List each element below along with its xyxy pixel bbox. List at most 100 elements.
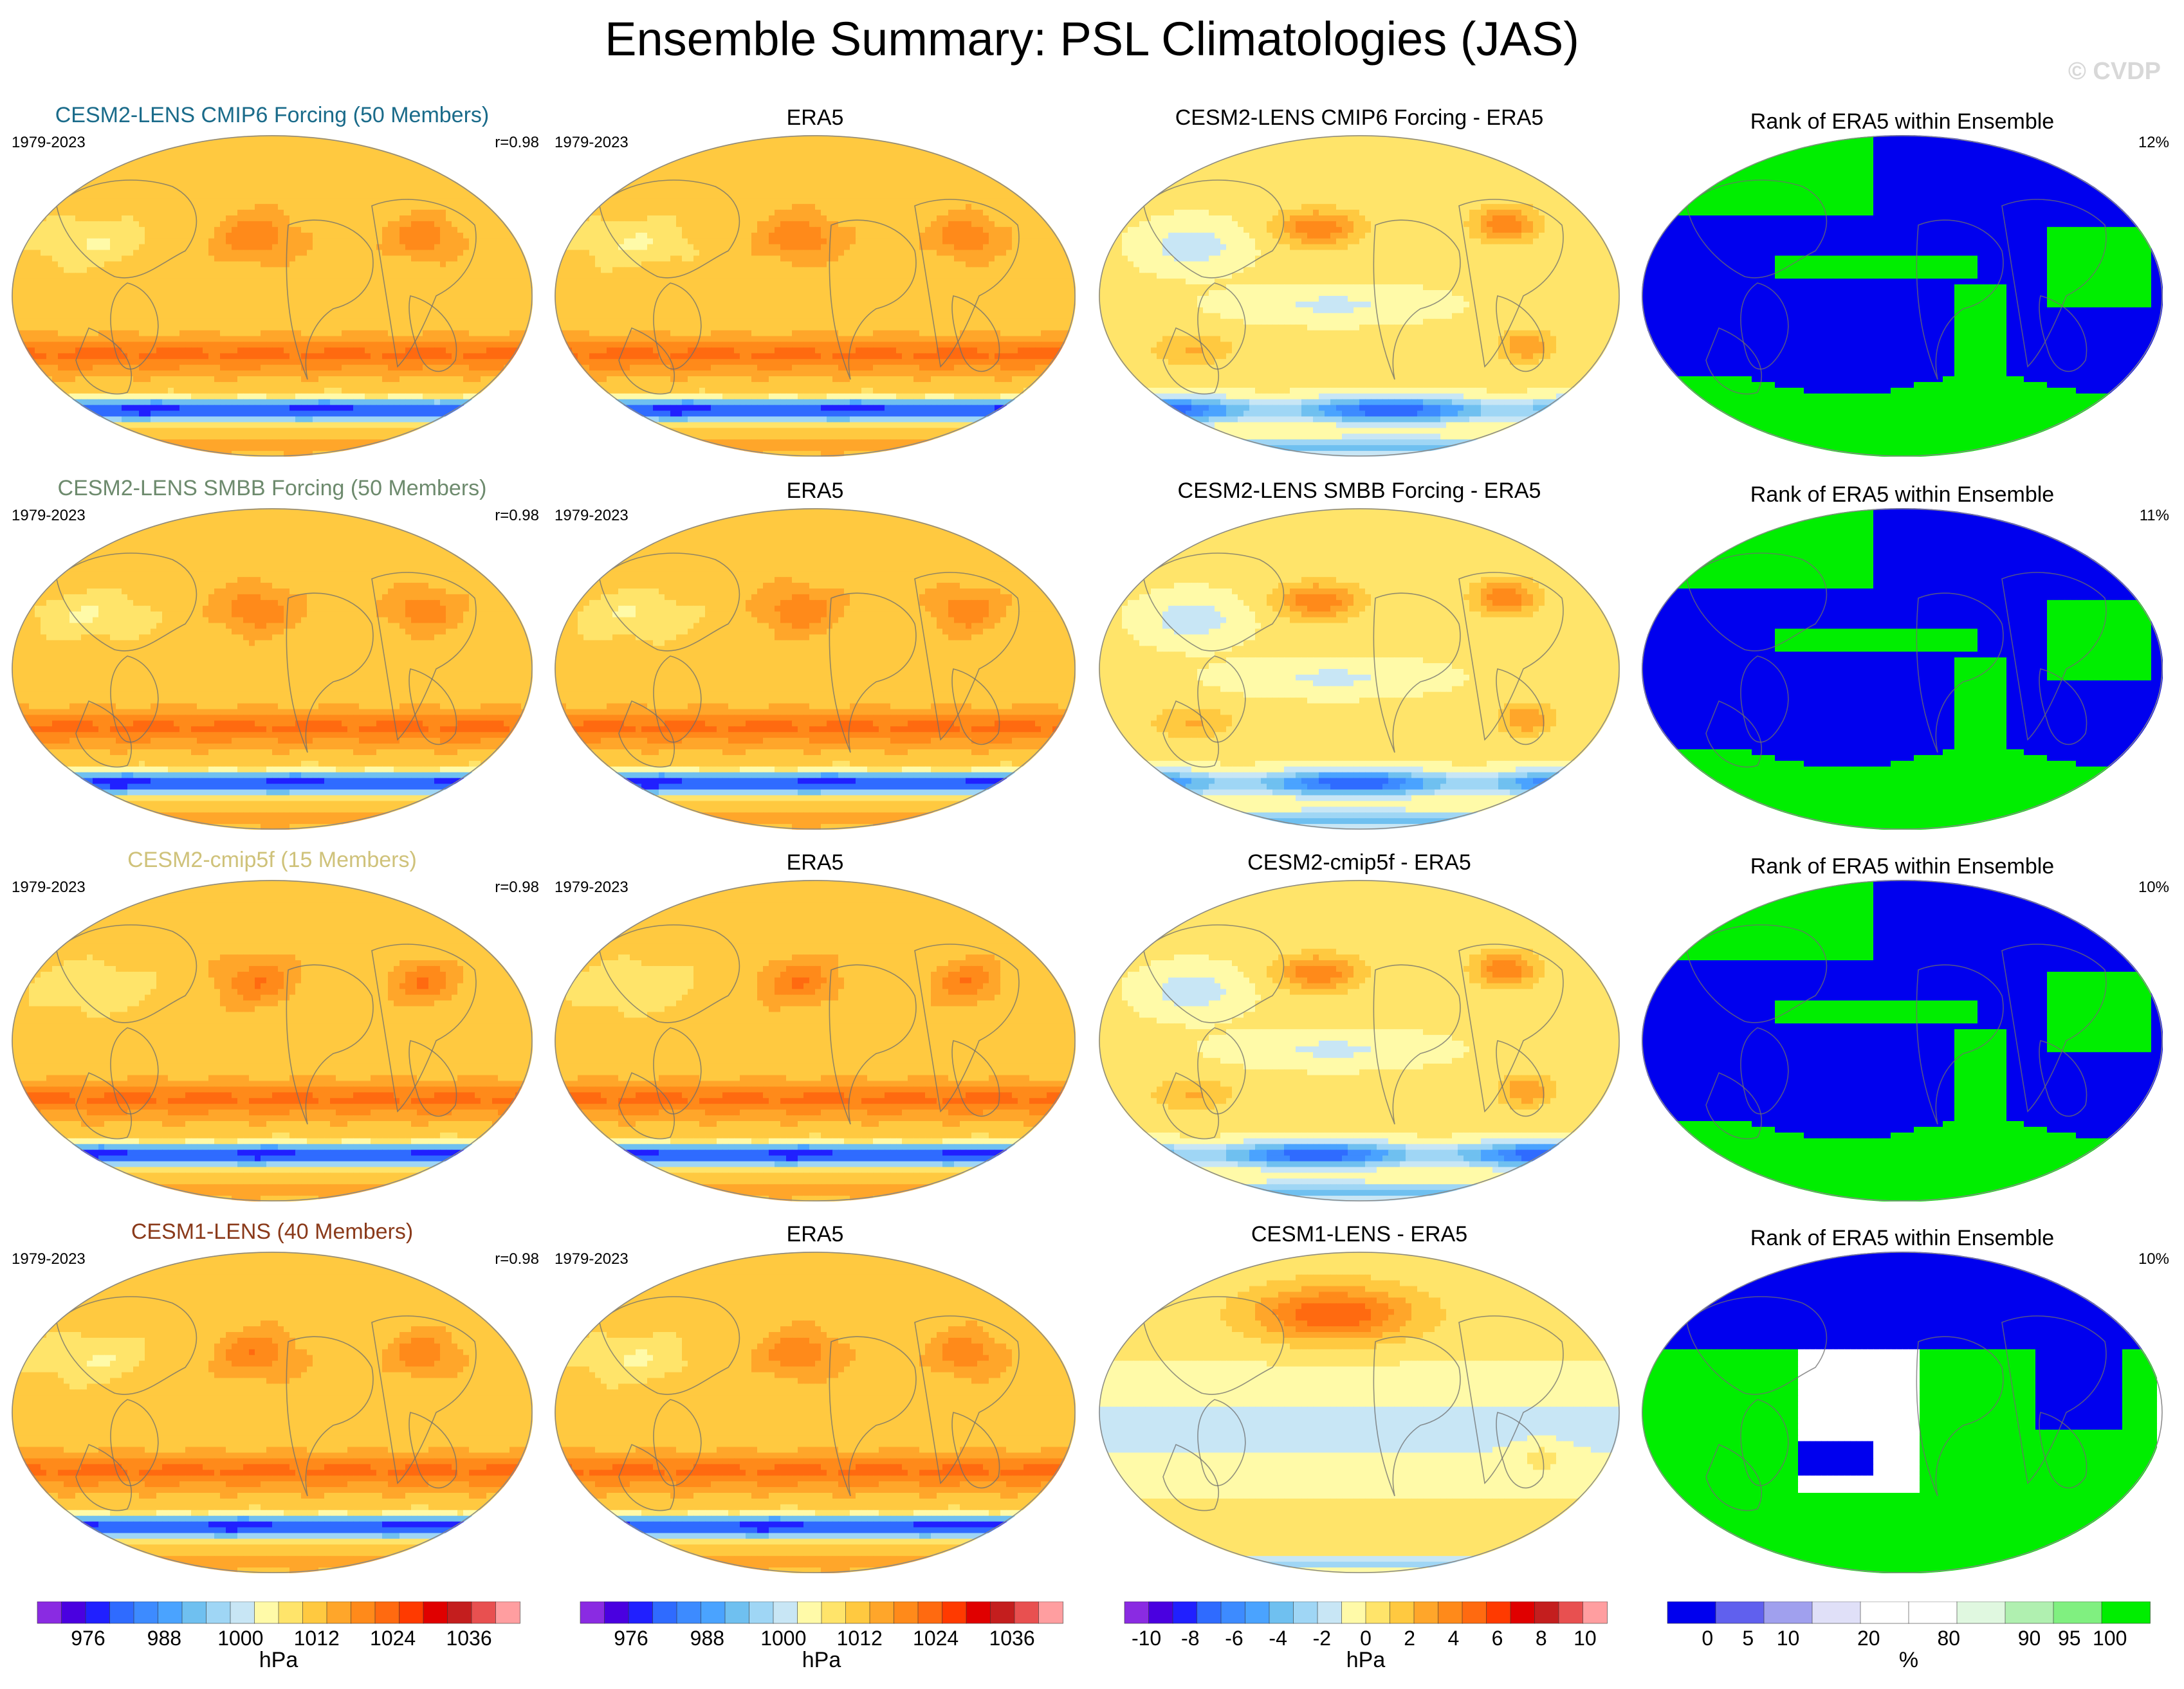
colorbar-box — [303, 1602, 327, 1623]
colorbar-tick-label: 1036 — [989, 1627, 1034, 1650]
colorbar-box — [472, 1602, 496, 1623]
colorbar-box — [37, 1602, 62, 1623]
panel-title-obs: ERA5 — [543, 850, 1087, 875]
model-map — [12, 1252, 533, 1573]
colorbar-tick-label: 100 — [2093, 1627, 2127, 1650]
panel-title-rank: Rank of ERA5 within Ensemble — [1630, 482, 2174, 507]
colorbar-box — [62, 1602, 86, 1623]
colorbar-box — [749, 1602, 774, 1623]
colorbar-box — [351, 1602, 376, 1623]
colorbar-tick-label: 20 — [1857, 1627, 1880, 1650]
colorbar-box — [1764, 1602, 1813, 1623]
panel-title-diff: CESM2-cmip5f - ERA5 — [1087, 850, 1631, 875]
colorbar-box — [580, 1602, 605, 1623]
colorbar-box — [2102, 1602, 2151, 1623]
panel-title-diff: CESM1-LENS - ERA5 — [1087, 1222, 1631, 1247]
colorbar-box — [653, 1602, 677, 1623]
panel-title-obs: ERA5 — [543, 105, 1087, 131]
colorbar-box — [1197, 1602, 1222, 1623]
colorbar-box — [1487, 1602, 1511, 1623]
colorbar-box — [1294, 1602, 1318, 1623]
colorbar-box — [798, 1602, 822, 1623]
colorbar-box — [399, 1602, 424, 1623]
watermark: © CVDP — [2068, 58, 2161, 86]
colorbar-box — [279, 1602, 303, 1623]
colorbar-box — [1039, 1602, 1063, 1623]
colorbar-box — [773, 1602, 798, 1623]
colorbar-box — [1909, 1602, 1958, 1623]
colorbar-box — [1390, 1602, 1415, 1623]
panel-title-obs: ERA5 — [543, 479, 1087, 504]
model-map — [12, 135, 533, 457]
colorbar-unit: hPa — [34, 1648, 523, 1673]
colorbar-box — [870, 1602, 894, 1623]
colorbar-tick-label: 5 — [1742, 1627, 1754, 1650]
colorbar-tick-label: 1036 — [446, 1627, 491, 1650]
colorbar-unit: % — [1664, 1648, 2153, 1673]
colorbar-box — [375, 1602, 399, 1623]
colorbar-box — [327, 1602, 351, 1623]
colorbar-box — [1221, 1602, 1245, 1623]
colorbar-tick-label: -10 — [1132, 1627, 1161, 1650]
panel-title-model: CESM1-LENS (40 Members) — [0, 1219, 544, 1245]
colorbar-box — [966, 1602, 991, 1623]
colorbar-box — [918, 1602, 942, 1623]
colorbar-tick-label: 976 — [614, 1627, 648, 1650]
colorbar-tick-label: 988 — [690, 1627, 724, 1650]
colorbar-unit: hPa — [1121, 1648, 1610, 1673]
colorbar-tick-label: 0 — [1360, 1627, 1372, 1650]
panel-title-rank: Rank of ERA5 within Ensemble — [1630, 109, 2174, 134]
colorbar-tick-label: -6 — [1225, 1627, 1243, 1650]
era5-map — [555, 135, 1076, 457]
rank-map — [1642, 135, 2163, 457]
colorbar-tick-label: 1000 — [760, 1627, 806, 1650]
colorbar-box — [1583, 1602, 1608, 1623]
colorbar-box — [1510, 1602, 1535, 1623]
colorbar-box — [1173, 1602, 1197, 1623]
colorbar-4: 0 5 10 20 80 90 95 100 — [1655, 1602, 2163, 1653]
colorbar-tick-label: 90 — [2018, 1627, 2041, 1650]
colorbar-box — [1342, 1602, 1366, 1623]
colorbar-tick-label: 6 — [1492, 1627, 1503, 1650]
colorbar-tick-label: -8 — [1181, 1627, 1199, 1650]
panel-title-diff: CESM2-LENS CMIP6 Forcing - ERA5 — [1087, 105, 1631, 131]
colorbar-box — [894, 1602, 919, 1623]
colorbar-tick-label: 1012 — [294, 1627, 340, 1650]
colorbar-box — [942, 1602, 967, 1623]
colorbar-box — [605, 1602, 629, 1623]
colorbar-tick-label: 10 — [1574, 1627, 1597, 1650]
colorbar-box — [1812, 1602, 1861, 1623]
colorbar-box — [423, 1602, 448, 1623]
colorbar-box — [821, 1602, 846, 1623]
colorbar-box — [1014, 1602, 1039, 1623]
colorbar-box — [1149, 1602, 1173, 1623]
colorbar-tick-label: 1000 — [217, 1627, 263, 1650]
colorbar-tick-label: 1024 — [913, 1627, 959, 1650]
colorbar-box — [629, 1602, 653, 1623]
colorbar-box — [677, 1602, 701, 1623]
colorbar-box — [134, 1602, 158, 1623]
colorbar-1: 976 988 1000 1012 1024 1036 — [24, 1602, 533, 1653]
colorbar-tick-label: 976 — [71, 1627, 105, 1650]
colorbar-box — [846, 1602, 870, 1623]
colorbar-box — [1462, 1602, 1487, 1623]
colorbar-tick-label: -4 — [1269, 1627, 1287, 1650]
colorbar-box — [1414, 1602, 1438, 1623]
colorbar-unit: hPa — [577, 1648, 1066, 1673]
colorbar-box — [1535, 1602, 1559, 1623]
colorbar-tick-label: 10 — [1777, 1627, 1800, 1650]
colorbar-box — [110, 1602, 134, 1623]
colorbar-3: -10 -8 -6 -4 -2 0 2 4 6 8 10 — [1112, 1602, 1620, 1653]
colorbar-box — [725, 1602, 749, 1623]
panel-title-rank: Rank of ERA5 within Ensemble — [1630, 854, 2174, 879]
colorbar-box — [182, 1602, 206, 1623]
colorbar-box — [448, 1602, 472, 1623]
colorbar-box — [158, 1602, 183, 1623]
colorbar-box — [1438, 1602, 1463, 1623]
panel-title-model: CESM2-LENS CMIP6 Forcing (50 Members) — [0, 103, 544, 128]
colorbar-box — [496, 1602, 520, 1623]
rank-map — [1642, 508, 2163, 830]
colorbar-tick-label: 8 — [1536, 1627, 1547, 1650]
colorbar-tick-label: 988 — [147, 1627, 181, 1650]
colorbar-box — [1667, 1602, 1716, 1623]
